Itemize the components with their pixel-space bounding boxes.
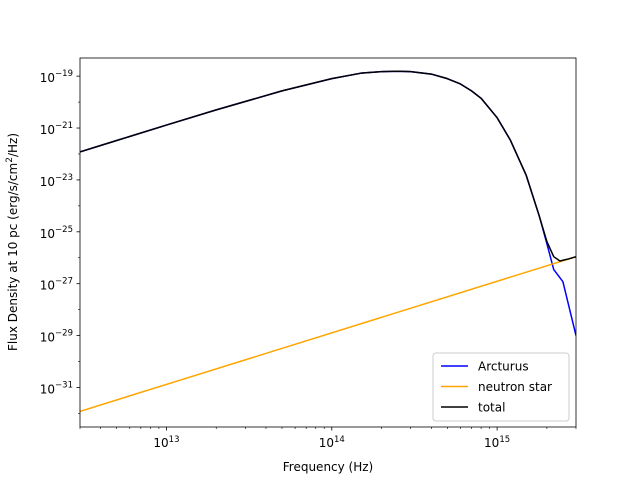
x-tick-label: 1013 [153, 435, 179, 450]
y-tick-exp: −19 [55, 69, 73, 79]
y-tick-exp: −31 [55, 380, 73, 390]
y-axis-label-superscript: 2 [5, 157, 15, 163]
y-tick-exp: −21 [55, 121, 73, 131]
legend-label: total [478, 401, 505, 415]
y-tick-label: 10−25 [40, 225, 73, 241]
x-tick-base: 10 [319, 436, 334, 450]
plot-frame [79, 57, 577, 428]
x-tick-base: 10 [484, 436, 499, 450]
series-line-neutron-star [80, 255, 576, 413]
y-axis-label-prefix: Flux Density at 10 pc (erg/s/cm [6, 163, 20, 351]
x-axis: 1013 1014 1015 [79, 427, 577, 450]
y-tick-label: 10−31 [40, 380, 73, 396]
series-layer [80, 70, 576, 413]
legend-box [432, 352, 570, 422]
y-tick-base: 10 [40, 227, 55, 241]
y-tick-exp: −23 [55, 173, 73, 183]
y-tick-base: 10 [40, 123, 55, 137]
y-tick-exp: −25 [55, 225, 73, 235]
y-tick-base: 10 [40, 382, 55, 396]
y-tick-label: 10−19 [40, 69, 73, 85]
y-tick-label: 10−23 [40, 173, 73, 189]
x-tick-exp: 15 [499, 435, 510, 445]
legend-label: Arcturus [478, 360, 529, 374]
x-tick-label: 1015 [484, 435, 510, 450]
series-line-total [80, 70, 576, 262]
x-tick-exp: 14 [334, 435, 345, 445]
x-axis-label: Frequency (Hz) [283, 460, 374, 474]
x-tick-base: 10 [153, 436, 168, 450]
y-axis-label: Flux Density at 10 pc (erg/s/cm2/Hz) [5, 133, 20, 351]
y-tick-exp: −29 [55, 329, 73, 339]
y-tick-label: 10−21 [40, 121, 73, 137]
y-tick-base: 10 [40, 175, 55, 189]
y-tick-base: 10 [40, 331, 55, 345]
x-tick-label: 1014 [319, 435, 345, 450]
y-tick-base: 10 [40, 71, 55, 85]
legend-label: neutron star [478, 380, 552, 394]
x-tick-exp: 13 [169, 435, 180, 445]
y-tick-base: 10 [40, 279, 55, 293]
y-tick-label: 10−27 [40, 277, 73, 293]
y-tick-label: 10−29 [40, 329, 73, 345]
y-axis-label-suffix: /Hz) [6, 133, 20, 157]
legend: Arcturus neutron star total [432, 352, 570, 422]
y-tick-exp: −27 [55, 277, 73, 287]
